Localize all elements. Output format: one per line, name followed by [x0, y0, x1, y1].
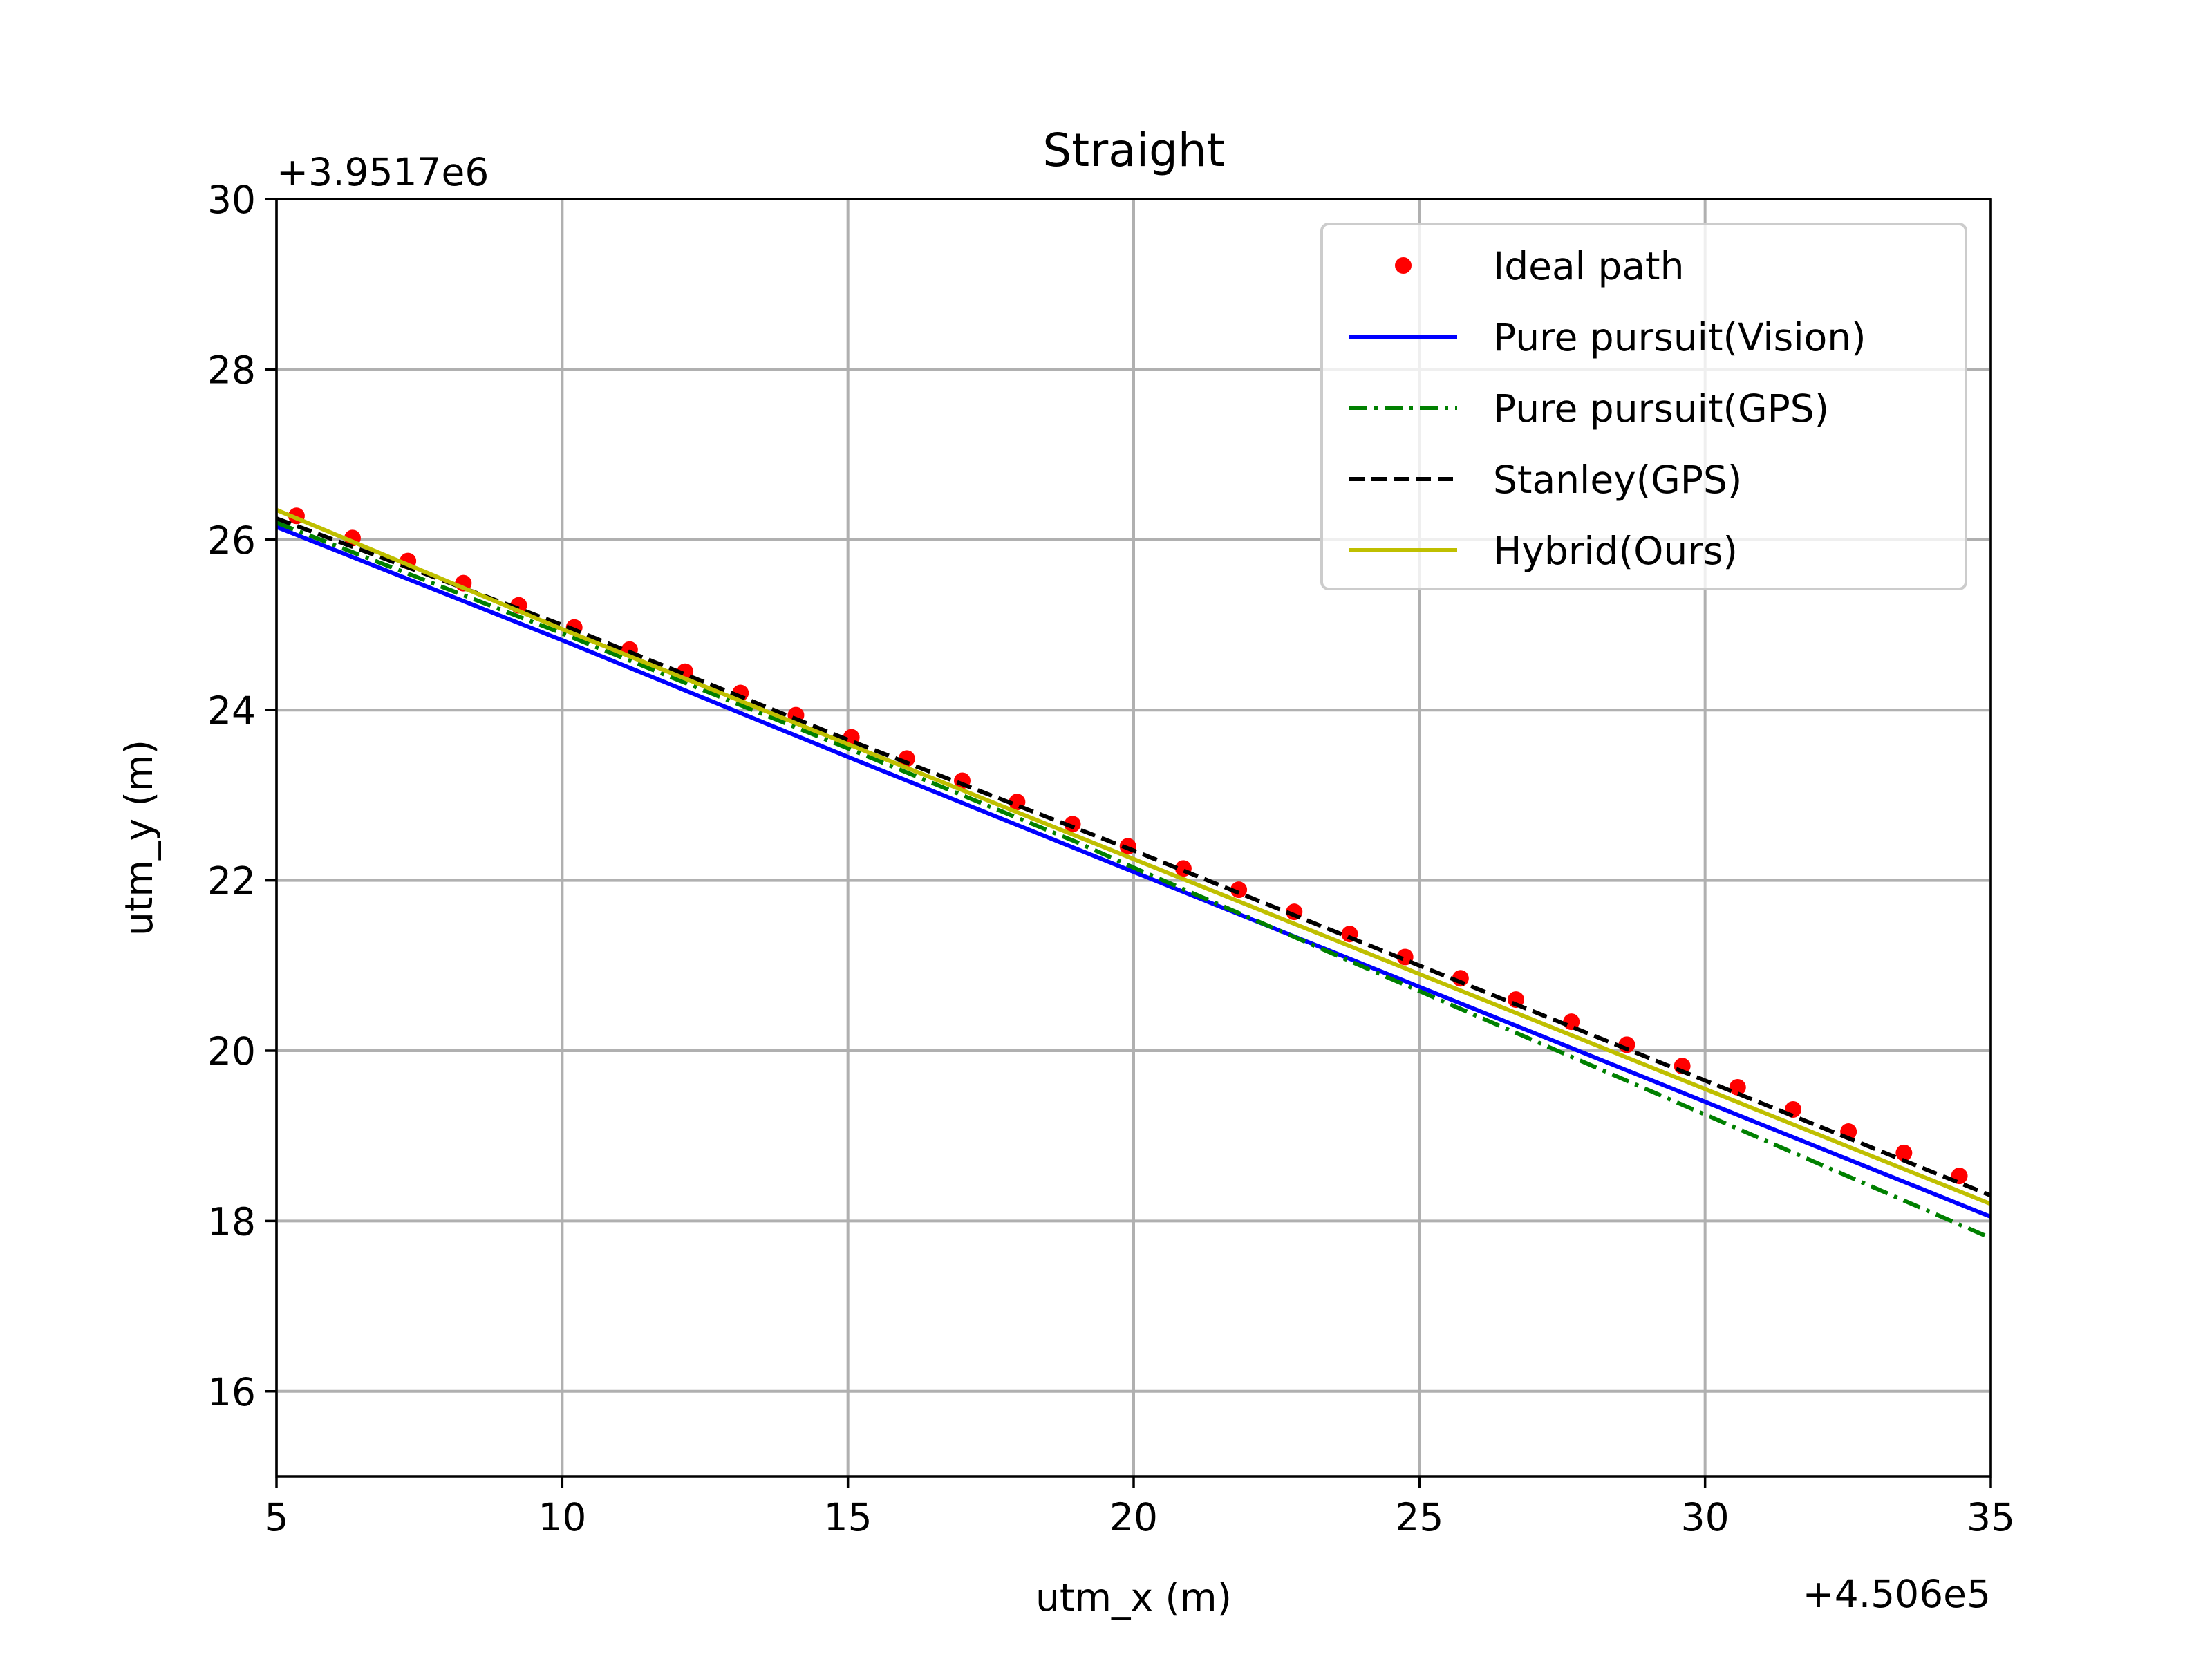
legend-label-pure-pursuit-gps: Pure pursuit(GPS) — [1493, 386, 1829, 431]
hybrid-ours-line — [275, 507, 1992, 1206]
pure-pursuit-vision-line — [275, 525, 1992, 1219]
x-tick-label: 25 — [1395, 1495, 1443, 1539]
ideal-path-point — [1230, 881, 1248, 899]
y-tick-label: 26 — [207, 518, 256, 563]
legend-label-ideal-path: Ideal path — [1493, 244, 1684, 288]
ideal-path-point — [1563, 1013, 1580, 1031]
pure-pursuit-gps-line — [275, 521, 1992, 1240]
x-tick-label: 5 — [265, 1495, 289, 1539]
x-offset-label: +4.506e5 — [1803, 1572, 1991, 1616]
axis-ticks: 5 10 15 20 25 30 35 16 18 20 22 24 26 28 30 — [207, 178, 2015, 1539]
y-tick-label: 18 — [207, 1199, 256, 1244]
legend-items: Ideal path Pure pursuit(Vision) Pure pursu… — [1349, 244, 1866, 573]
y-offset-label: +3.9517e6 — [276, 150, 489, 194]
ideal-path-point — [1064, 816, 1081, 833]
y-tick-label: 16 — [207, 1370, 256, 1414]
x-tick-label: 30 — [1681, 1495, 1730, 1539]
y-tick-label: 24 — [207, 688, 256, 733]
y-tick-label: 30 — [207, 178, 256, 222]
plot-area — [275, 507, 1992, 1240]
legend-box — [1320, 223, 1967, 590]
ideal-path-point — [1895, 1144, 1913, 1161]
legend-label-hybrid-ours: Hybrid(Ours) — [1493, 529, 1738, 573]
stanley-gps-line — [275, 516, 1992, 1198]
legend: Ideal path Pure pursuit(Vision) Pure pursu… — [1320, 223, 1967, 590]
x-tick-label: 35 — [1967, 1495, 2015, 1539]
x-tick-label: 15 — [824, 1495, 872, 1539]
ideal-path-point — [1396, 948, 1414, 966]
y-axis-label: utm_y (m) — [117, 740, 161, 936]
legend-marker-ideal-path — [1395, 257, 1412, 274]
ideal-path-point — [1729, 1078, 1746, 1096]
x-axis-label: utm_x (m) — [1035, 1575, 1232, 1620]
x-tick-label: 20 — [1109, 1495, 1158, 1539]
y-tick-label: 28 — [207, 348, 256, 392]
x-tick-label: 10 — [538, 1495, 586, 1539]
legend-label-pure-pursuit-vision: Pure pursuit(Vision) — [1493, 315, 1866, 359]
chart-title: Straight — [1042, 124, 1224, 177]
y-tick-label: 22 — [207, 859, 256, 903]
legend-label-stanley-gps: Stanley(GPS) — [1493, 458, 1742, 502]
y-tick-label: 20 — [207, 1029, 256, 1074]
